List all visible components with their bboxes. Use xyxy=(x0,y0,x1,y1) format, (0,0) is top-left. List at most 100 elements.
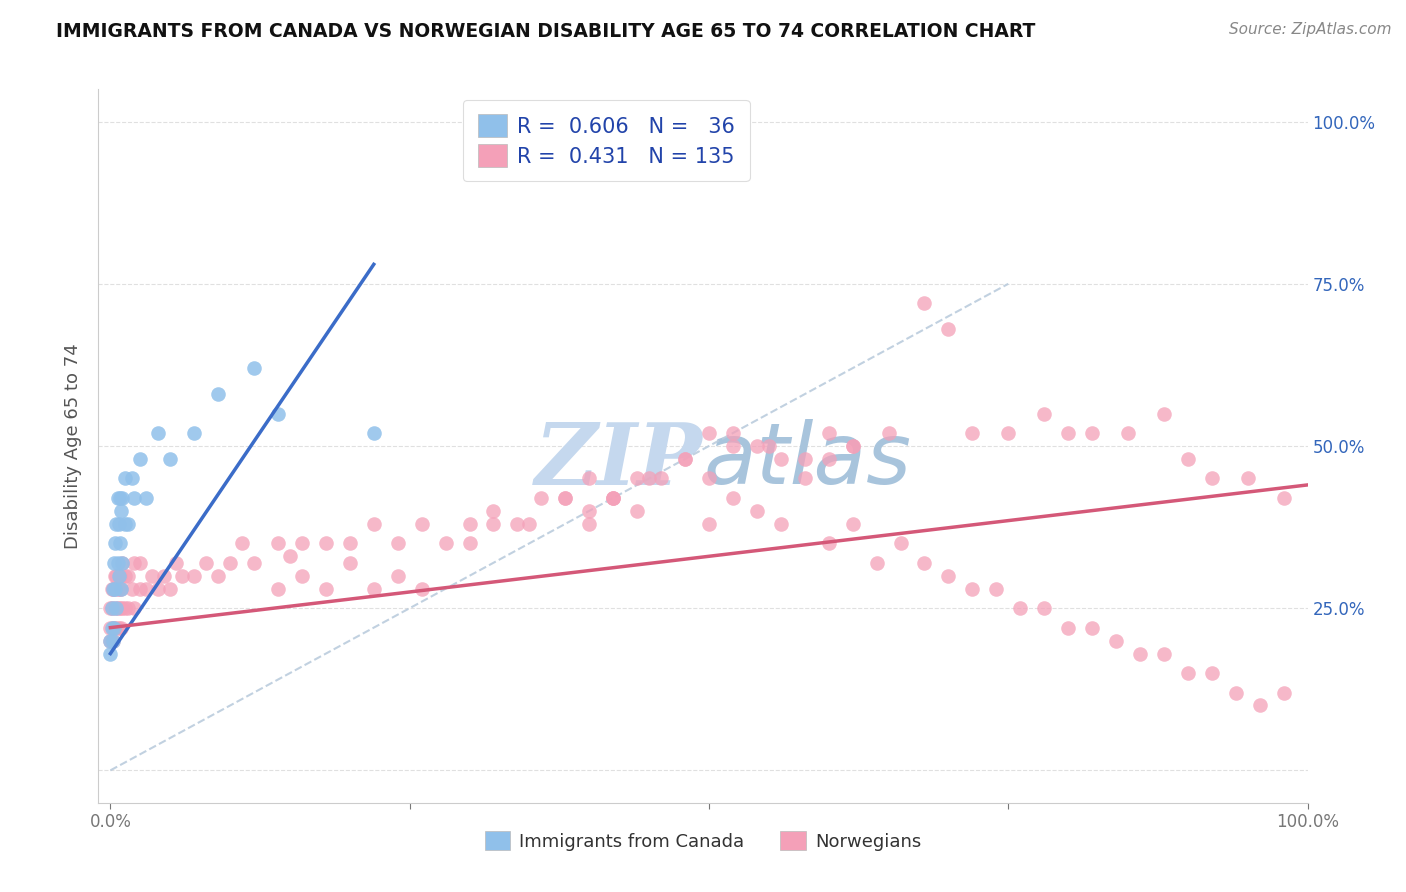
Point xyxy=(101,633,124,648)
Point xyxy=(105,621,128,635)
Point xyxy=(108,536,131,550)
Point xyxy=(111,556,134,570)
Point xyxy=(103,621,125,635)
Point xyxy=(841,439,863,453)
Point xyxy=(278,549,301,564)
Point xyxy=(165,556,187,570)
Point xyxy=(1177,666,1199,681)
Point xyxy=(129,452,152,467)
Point xyxy=(914,296,936,310)
Point xyxy=(207,568,229,582)
Point xyxy=(100,601,122,615)
Point xyxy=(105,516,128,531)
Point xyxy=(519,516,541,531)
Point xyxy=(148,425,170,440)
Point xyxy=(626,504,648,518)
Point xyxy=(117,601,139,615)
Point xyxy=(602,491,624,505)
Point xyxy=(267,536,290,550)
Point xyxy=(602,491,624,505)
Point xyxy=(1105,633,1128,648)
Point xyxy=(841,439,863,453)
Point xyxy=(108,601,131,615)
Point xyxy=(291,568,314,582)
Point xyxy=(769,452,792,467)
Point xyxy=(865,556,887,570)
Point xyxy=(938,322,960,336)
Point xyxy=(121,582,143,596)
Point xyxy=(1081,621,1104,635)
Point xyxy=(114,568,136,582)
Point xyxy=(578,471,600,485)
Point xyxy=(841,516,863,531)
Point xyxy=(159,582,181,596)
Point xyxy=(111,601,134,615)
Point xyxy=(387,536,409,550)
Point xyxy=(817,425,839,440)
Point xyxy=(363,582,385,596)
Point xyxy=(769,516,792,531)
Point xyxy=(411,516,433,531)
Point xyxy=(104,568,127,582)
Point xyxy=(110,582,132,596)
Point xyxy=(745,439,768,453)
Point xyxy=(578,516,600,531)
Point xyxy=(114,516,136,531)
Point xyxy=(914,556,936,570)
Point xyxy=(938,568,960,582)
Point xyxy=(1153,647,1175,661)
Point xyxy=(114,471,136,485)
Point xyxy=(107,568,129,582)
Y-axis label: Disability Age 65 to 74: Disability Age 65 to 74 xyxy=(65,343,83,549)
Point xyxy=(267,582,290,596)
Point xyxy=(697,425,720,440)
Point xyxy=(101,582,124,596)
Point xyxy=(124,601,146,615)
Point xyxy=(578,504,600,518)
Point xyxy=(482,516,505,531)
Point xyxy=(243,556,266,570)
Point xyxy=(124,556,146,570)
Point xyxy=(104,582,127,596)
Point xyxy=(793,471,815,485)
Point xyxy=(638,471,661,485)
Point xyxy=(141,568,163,582)
Point xyxy=(817,536,839,550)
Point xyxy=(1236,471,1258,485)
Point xyxy=(105,568,128,582)
Point xyxy=(602,491,624,505)
Point xyxy=(219,556,242,570)
Point xyxy=(1057,425,1080,440)
Point xyxy=(1272,685,1295,699)
Point xyxy=(101,582,124,596)
Point xyxy=(721,491,744,505)
Point xyxy=(673,452,696,467)
Point xyxy=(110,504,132,518)
Point xyxy=(110,582,132,596)
Point xyxy=(506,516,529,531)
Point xyxy=(434,536,457,550)
Point xyxy=(363,425,385,440)
Point xyxy=(1033,407,1056,421)
Point xyxy=(697,471,720,485)
Point xyxy=(107,491,129,505)
Point xyxy=(697,516,720,531)
Point xyxy=(411,582,433,596)
Point xyxy=(100,621,122,635)
Point xyxy=(1201,666,1223,681)
Point xyxy=(100,633,122,648)
Point xyxy=(877,425,900,440)
Point xyxy=(101,633,124,648)
Text: atlas: atlas xyxy=(703,418,911,502)
Point xyxy=(745,504,768,518)
Point xyxy=(108,491,131,505)
Point xyxy=(111,491,134,505)
Point xyxy=(100,633,122,648)
Legend: Immigrants from Canada, Norwegians: Immigrants from Canada, Norwegians xyxy=(478,824,928,858)
Point xyxy=(458,516,481,531)
Point xyxy=(117,516,139,531)
Point xyxy=(530,491,553,505)
Point xyxy=(721,425,744,440)
Point xyxy=(100,633,122,648)
Point xyxy=(1057,621,1080,635)
